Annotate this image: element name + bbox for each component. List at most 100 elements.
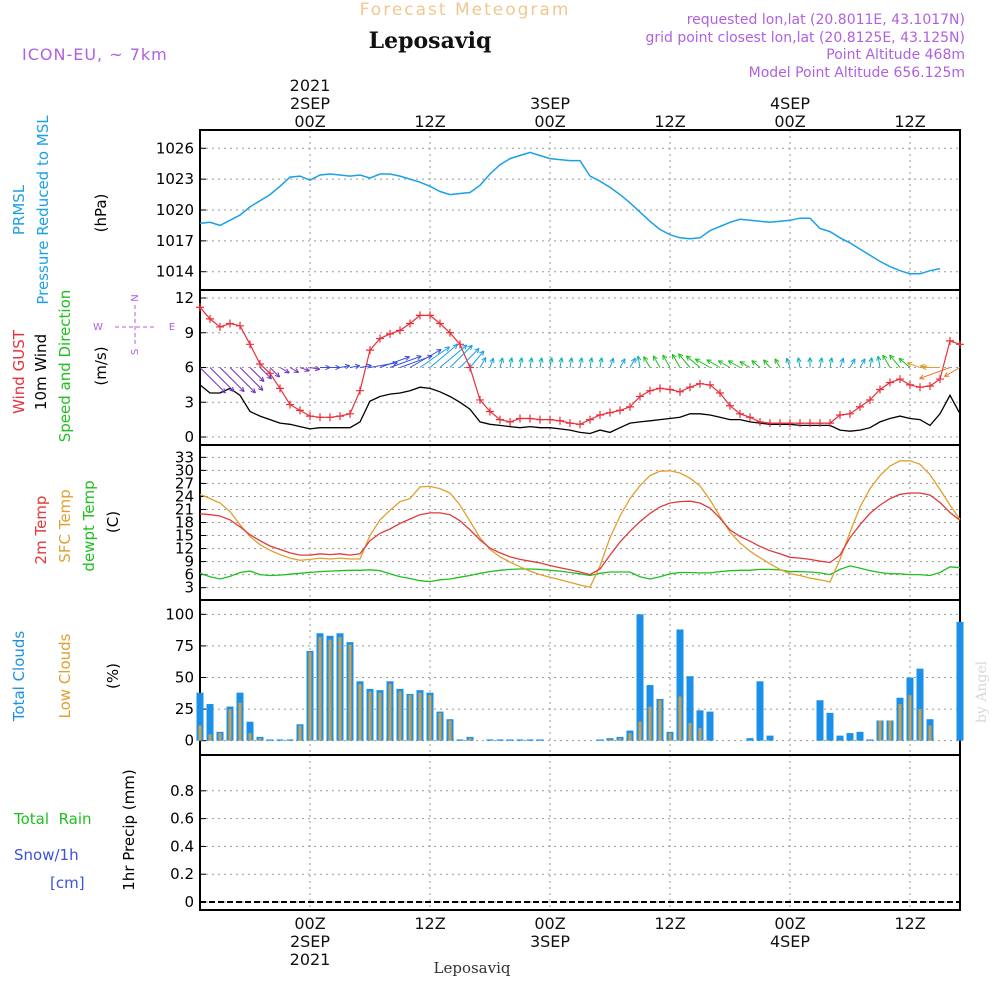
y-tick-label: 27 <box>175 474 194 492</box>
time-axis-label: 00Z <box>294 112 325 131</box>
wind-arrow-head <box>259 376 265 382</box>
wind-arrow-head <box>461 344 468 350</box>
wind-direction-arrow <box>751 360 761 368</box>
pressure-panel: 1014 1017 1020 1023 1026 <box>156 129 961 291</box>
wind-arrow-head <box>452 343 459 350</box>
wind-direction-arrow <box>209 367 235 393</box>
low-cloud-bar <box>408 695 412 741</box>
wind-direction-arrow <box>589 357 593 368</box>
wind-arrow-head <box>467 344 473 351</box>
wind-arrow-head <box>274 372 281 378</box>
wind-direction-arrow <box>479 357 487 368</box>
wind-arrow-head <box>229 386 235 393</box>
wind-gust-marker <box>866 395 874 404</box>
low-cloud-bar <box>358 683 362 741</box>
wind-arrow-head <box>354 363 361 370</box>
low-cloud-bar <box>218 733 222 741</box>
wind-direction-arrow <box>763 359 771 368</box>
precip-unit-label: 1hr Precip (mm) <box>120 769 138 890</box>
low-cloud-bar <box>298 725 302 741</box>
y-tick-label: 1023 <box>156 170 194 188</box>
total-cloud-bar <box>536 739 544 741</box>
wind-gust-marker <box>626 402 634 411</box>
wind-gust-marker <box>406 319 414 328</box>
wind-direction-arrow <box>619 358 626 368</box>
wind-direction-arrow <box>889 354 901 368</box>
point-altitude: Point Altitude 468m <box>826 47 965 63</box>
wind-gust-marker <box>816 419 824 428</box>
wind-arrow-head <box>882 354 888 361</box>
wind-gust-marker <box>746 413 754 422</box>
wind-arrow-head <box>598 357 604 363</box>
wind-gust-marker <box>686 383 694 392</box>
wind-gust-marker <box>846 409 854 418</box>
wind-gust-marker <box>296 406 304 415</box>
wind-gust-marker <box>556 416 564 425</box>
total-clouds-label: Total Clouds <box>10 631 28 723</box>
wind-gust-marker <box>436 319 444 328</box>
wind-arrow-head <box>898 357 904 364</box>
y-tick-label: 1020 <box>156 201 194 219</box>
wind-gust-marker <box>396 326 404 335</box>
wind-labels: Wind GUST 10m Wind Speed and Direction (… <box>10 290 175 443</box>
wind-arrow-head <box>630 357 636 364</box>
total-cloud-bar <box>516 739 524 741</box>
temp-sfc-label: SFC Temp <box>56 489 74 562</box>
wind-direction-arrow <box>289 367 299 373</box>
low-cloud-bar <box>668 733 672 741</box>
compass-n: N <box>130 294 141 301</box>
wind-gust-marker <box>646 386 654 395</box>
wind-direction-arrow <box>309 367 320 370</box>
low-cloud-bar <box>698 728 702 741</box>
wind-arrow-head <box>889 354 895 361</box>
wind-direction-arrow <box>609 357 614 368</box>
wind-arrow-head <box>763 359 769 365</box>
wind-gust-marker <box>676 387 684 396</box>
low-cloud-bar <box>688 722 692 741</box>
wind-direction-arrow <box>919 367 951 380</box>
low-cloud-bar <box>228 709 232 741</box>
total-cloud-bar <box>956 621 964 741</box>
y-tick-label: 6 <box>184 566 194 584</box>
y-tick-label: 0.8 <box>170 782 194 800</box>
wind-arrow-head <box>609 357 615 364</box>
cloud-labels: Total Clouds Low Clouds (%) <box>10 631 122 723</box>
pressure-reduced-label: Pressure Reduced to MSL <box>34 115 52 305</box>
wind-gust-marker <box>726 401 734 410</box>
total-cloud-bar <box>686 676 694 741</box>
location-title: Leposaviq <box>369 28 492 54</box>
wind-arrow-head <box>652 355 658 361</box>
model-altitude: Model Point Altitude 656.125m <box>749 65 965 81</box>
total-cloud-bar <box>706 711 714 741</box>
wind-gust-marker <box>756 417 764 426</box>
y-tick-label: 50 <box>175 669 194 687</box>
total-cloud-bar <box>866 739 874 741</box>
total-cloud-bar <box>836 735 844 741</box>
y-tick-label: 0.4 <box>170 837 194 855</box>
wind-gust-marker <box>936 375 944 384</box>
wind-gust-marker <box>546 415 554 424</box>
wind-arrow-head <box>739 361 745 367</box>
total-cloud-bar <box>246 721 254 741</box>
total-cloud-bar <box>766 735 774 741</box>
total-cloud-bar <box>286 739 294 741</box>
wind-arrow-head <box>481 356 487 363</box>
wind-arrow-head <box>706 359 712 365</box>
low-cloud-bar <box>878 720 882 741</box>
time-axis-label: 4SEP <box>770 94 810 113</box>
wind-arrow-head <box>508 357 514 363</box>
wind-gust-marker <box>576 420 584 429</box>
wind-direction-arrow <box>662 354 671 368</box>
wind-arrow-head <box>258 385 264 391</box>
wind-direction-arrow <box>339 365 350 368</box>
wind-panel: 0 3 6 9 12 <box>175 289 964 446</box>
wind-direction-arrow <box>349 365 360 368</box>
y-tick-label: 24 <box>175 487 194 505</box>
wind-direction-arrow <box>819 357 823 368</box>
wind-direction-arrow <box>797 357 801 368</box>
wind-arrow-head <box>479 350 485 356</box>
low-cloud-bar <box>928 725 932 741</box>
low-cloud-bar <box>418 692 422 741</box>
